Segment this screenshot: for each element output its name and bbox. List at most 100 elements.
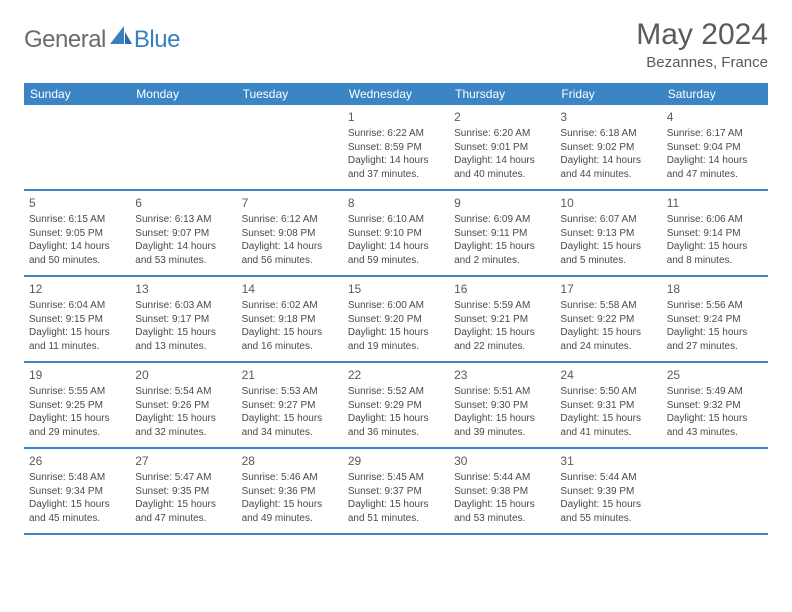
weekday-header: Friday — [555, 83, 661, 105]
logo-text-blue: Blue — [134, 26, 180, 54]
calendar-grid: Sunday Monday Tuesday Wednesday Thursday… — [24, 83, 768, 535]
day-cell: 12Sunrise: 6:04 AMSunset: 9:15 PMDayligh… — [24, 277, 130, 361]
day-cell: 15Sunrise: 6:00 AMSunset: 9:20 PMDayligh… — [343, 277, 449, 361]
day-number: 24 — [560, 367, 656, 383]
daylight-text: Daylight: 15 hours — [242, 498, 338, 512]
sunset-text: Sunset: 9:08 PM — [242, 227, 338, 241]
sunrise-text: Sunrise: 6:12 AM — [242, 213, 338, 227]
daylight-text: and 27 minutes. — [667, 340, 763, 354]
day-cell: 23Sunrise: 5:51 AMSunset: 9:30 PMDayligh… — [449, 363, 555, 447]
daylight-text: Daylight: 15 hours — [560, 240, 656, 254]
daylight-text: and 16 minutes. — [242, 340, 338, 354]
sunset-text: Sunset: 9:13 PM — [560, 227, 656, 241]
sunset-text: Sunset: 9:27 PM — [242, 399, 338, 413]
daylight-text: and 40 minutes. — [454, 168, 550, 182]
sunset-text: Sunset: 9:07 PM — [135, 227, 231, 241]
daylight-text: and 49 minutes. — [242, 512, 338, 526]
sunset-text: Sunset: 9:30 PM — [454, 399, 550, 413]
week-row: 26Sunrise: 5:48 AMSunset: 9:34 PMDayligh… — [24, 449, 768, 535]
sunset-text: Sunset: 9:10 PM — [348, 227, 444, 241]
daylight-text: and 53 minutes. — [135, 254, 231, 268]
week-row: 19Sunrise: 5:55 AMSunset: 9:25 PMDayligh… — [24, 363, 768, 449]
sunrise-text: Sunrise: 5:54 AM — [135, 385, 231, 399]
week-row: 1Sunrise: 6:22 AMSunset: 8:59 PMDaylight… — [24, 105, 768, 191]
daylight-text: Daylight: 14 hours — [135, 240, 231, 254]
logo-text-general: General — [24, 26, 106, 54]
day-number: 1 — [348, 109, 444, 125]
day-number: 15 — [348, 281, 444, 297]
daylight-text: and 37 minutes. — [348, 168, 444, 182]
sunrise-text: Sunrise: 6:03 AM — [135, 299, 231, 313]
sunset-text: Sunset: 9:38 PM — [454, 485, 550, 499]
daylight-text: Daylight: 15 hours — [29, 498, 125, 512]
day-number: 6 — [135, 195, 231, 211]
daylight-text: Daylight: 14 hours — [560, 154, 656, 168]
sunrise-text: Sunrise: 6:18 AM — [560, 127, 656, 141]
sunset-text: Sunset: 9:17 PM — [135, 313, 231, 327]
daylight-text: Daylight: 15 hours — [242, 412, 338, 426]
sunset-text: Sunset: 9:05 PM — [29, 227, 125, 241]
day-cell: 28Sunrise: 5:46 AMSunset: 9:36 PMDayligh… — [237, 449, 343, 533]
day-cell — [237, 105, 343, 189]
week-row: 5 Sunrise: 6:15 AMSunset: 9:05 PM Daylight… — [24, 191, 768, 277]
day-cell: 21Sunrise: 5:53 AMSunset: 9:27 PMDayligh… — [237, 363, 343, 447]
sunset-text: Sunset: 9:18 PM — [242, 313, 338, 327]
daylight-text: and 13 minutes. — [135, 340, 231, 354]
sunrise-text: Sunrise: 5:50 AM — [560, 385, 656, 399]
daylight-text: and 51 minutes. — [348, 512, 444, 526]
day-number: 18 — [667, 281, 763, 297]
day-number: 26 — [29, 453, 125, 469]
daylight-text: Daylight: 15 hours — [454, 240, 550, 254]
sunset-text: Sunset: 8:59 PM — [348, 141, 444, 155]
sunrise-text: Sunrise: 5:51 AM — [454, 385, 550, 399]
sunrise-text: Sunrise: 5:56 AM — [667, 299, 763, 313]
day-cell: 2Sunrise: 6:20 AMSunset: 9:01 PMDaylight… — [449, 105, 555, 189]
day-number: 21 — [242, 367, 338, 383]
day-cell: 24Sunrise: 5:50 AMSunset: 9:31 PMDayligh… — [555, 363, 661, 447]
day-number: 5 — [29, 195, 125, 211]
daylight-text: and 24 minutes. — [560, 340, 656, 354]
page-header: General Blue May 2024 Bezannes, France — [24, 18, 768, 71]
sunrise-text: Sunrise: 6:15 AM — [29, 213, 125, 227]
day-number: 10 — [560, 195, 656, 211]
day-cell: 11Sunrise: 6:06 AMSunset: 9:14 PMDayligh… — [662, 191, 768, 275]
day-cell: 31Sunrise: 5:44 AMSunset: 9:39 PMDayligh… — [555, 449, 661, 533]
daylight-text: and 36 minutes. — [348, 426, 444, 440]
daylight-text: Daylight: 15 hours — [135, 412, 231, 426]
sunset-text: Sunset: 9:26 PM — [135, 399, 231, 413]
sunset-text: Sunset: 9:31 PM — [560, 399, 656, 413]
day-cell — [24, 105, 130, 189]
day-number: 22 — [348, 367, 444, 383]
day-cell: 18Sunrise: 5:56 AMSunset: 9:24 PMDayligh… — [662, 277, 768, 361]
day-number: 11 — [667, 195, 763, 211]
daylight-text: Daylight: 14 hours — [348, 154, 444, 168]
weekday-header: Saturday — [662, 83, 768, 105]
day-number: 8 — [348, 195, 444, 211]
calendar-page: General Blue May 2024 Bezannes, France S… — [0, 0, 792, 553]
daylight-text: and 45 minutes. — [29, 512, 125, 526]
daylight-text: Daylight: 15 hours — [29, 412, 125, 426]
daylight-text: Daylight: 15 hours — [454, 326, 550, 340]
daylight-text: and 19 minutes. — [348, 340, 444, 354]
weekday-header: Monday — [130, 83, 236, 105]
day-number: 30 — [454, 453, 550, 469]
location: Bezannes, France — [636, 54, 768, 71]
daylight-text: and 41 minutes. — [560, 426, 656, 440]
sunrise-text: Sunrise: 5:48 AM — [29, 471, 125, 485]
sunrise-text: Sunrise: 5:52 AM — [348, 385, 444, 399]
sunset-text: Sunset: 9:15 PM — [29, 313, 125, 327]
day-number: 14 — [242, 281, 338, 297]
day-number: 31 — [560, 453, 656, 469]
sunset-text: Sunset: 9:14 PM — [667, 227, 763, 241]
daylight-text: Daylight: 15 hours — [242, 326, 338, 340]
daylight-text: and 8 minutes. — [667, 254, 763, 268]
sunrise-text: Sunrise: 6:04 AM — [29, 299, 125, 313]
daylight-text: and 43 minutes. — [667, 426, 763, 440]
day-cell: 25Sunrise: 5:49 AMSunset: 9:32 PMDayligh… — [662, 363, 768, 447]
weekday-header-row: Sunday Monday Tuesday Wednesday Thursday… — [24, 83, 768, 105]
day-number: 20 — [135, 367, 231, 383]
daylight-text: and 50 minutes. — [29, 254, 125, 268]
day-cell: 1Sunrise: 6:22 AMSunset: 8:59 PMDaylight… — [343, 105, 449, 189]
logo: General Blue — [24, 18, 180, 54]
daylight-text: Daylight: 15 hours — [454, 412, 550, 426]
